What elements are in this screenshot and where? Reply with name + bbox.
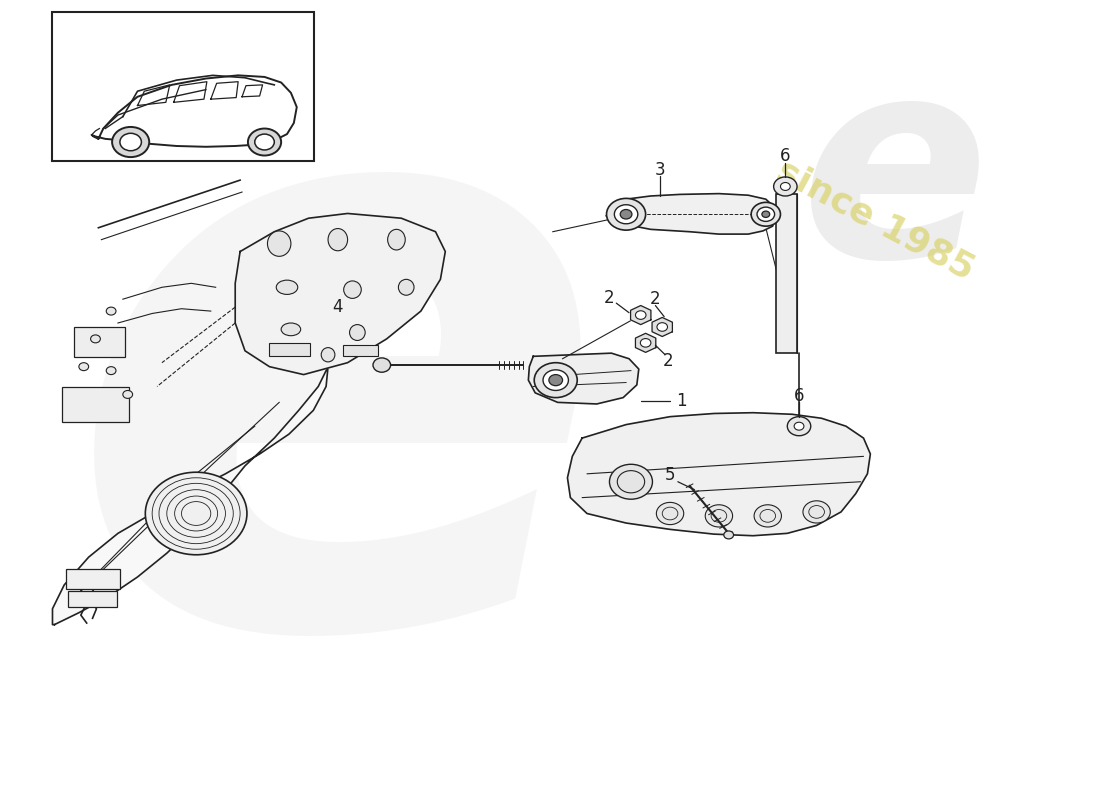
Circle shape — [549, 374, 562, 386]
Circle shape — [762, 211, 770, 218]
Text: since 1985: since 1985 — [771, 154, 980, 286]
Text: 2: 2 — [663, 352, 673, 370]
Text: 1: 1 — [676, 392, 688, 410]
Polygon shape — [630, 306, 651, 325]
Circle shape — [123, 390, 133, 398]
Circle shape — [781, 182, 790, 190]
Circle shape — [773, 177, 798, 196]
Bar — [63, 386, 129, 422]
Ellipse shape — [398, 279, 414, 295]
Text: 6: 6 — [794, 387, 804, 405]
Circle shape — [751, 202, 781, 226]
Circle shape — [609, 464, 652, 499]
Ellipse shape — [321, 348, 334, 362]
Ellipse shape — [267, 231, 290, 256]
Ellipse shape — [350, 325, 365, 341]
Circle shape — [90, 335, 100, 343]
Text: 2: 2 — [650, 290, 661, 308]
Circle shape — [79, 362, 89, 370]
Bar — [343, 346, 378, 356]
Ellipse shape — [343, 281, 361, 298]
Circle shape — [794, 422, 804, 430]
Circle shape — [112, 127, 150, 157]
Circle shape — [640, 338, 651, 347]
Circle shape — [705, 505, 733, 527]
Text: 4: 4 — [332, 298, 343, 316]
Ellipse shape — [328, 229, 348, 250]
Circle shape — [657, 502, 684, 525]
Ellipse shape — [282, 323, 300, 336]
Ellipse shape — [387, 230, 405, 250]
Bar — [66, 569, 120, 589]
Ellipse shape — [276, 280, 298, 294]
Circle shape — [120, 134, 142, 150]
Circle shape — [724, 531, 734, 539]
Circle shape — [606, 198, 646, 230]
Text: 6: 6 — [780, 147, 791, 166]
Circle shape — [145, 472, 246, 554]
Bar — [68, 591, 117, 607]
Circle shape — [543, 370, 569, 390]
Polygon shape — [235, 214, 446, 374]
Polygon shape — [636, 334, 656, 352]
Circle shape — [248, 129, 282, 155]
Circle shape — [107, 366, 116, 374]
Circle shape — [535, 362, 578, 398]
Circle shape — [788, 417, 811, 436]
Circle shape — [757, 207, 774, 222]
Circle shape — [255, 134, 274, 150]
Circle shape — [657, 322, 668, 331]
Circle shape — [373, 358, 390, 372]
Text: 5: 5 — [664, 466, 675, 485]
Text: e: e — [65, 12, 610, 793]
Circle shape — [620, 210, 631, 219]
Bar — [270, 343, 310, 355]
Bar — [53, 12, 315, 161]
Text: e: e — [801, 45, 989, 315]
Circle shape — [803, 501, 830, 523]
Bar — [74, 327, 124, 357]
Polygon shape — [606, 194, 776, 234]
Circle shape — [636, 310, 646, 319]
Polygon shape — [652, 318, 672, 337]
Circle shape — [615, 205, 638, 224]
Circle shape — [755, 505, 781, 527]
Text: 2: 2 — [604, 289, 615, 306]
Circle shape — [107, 307, 116, 315]
Polygon shape — [568, 413, 870, 536]
Polygon shape — [528, 353, 639, 404]
Text: 3: 3 — [654, 161, 666, 179]
Bar — [776, 194, 798, 353]
Polygon shape — [53, 366, 328, 625]
